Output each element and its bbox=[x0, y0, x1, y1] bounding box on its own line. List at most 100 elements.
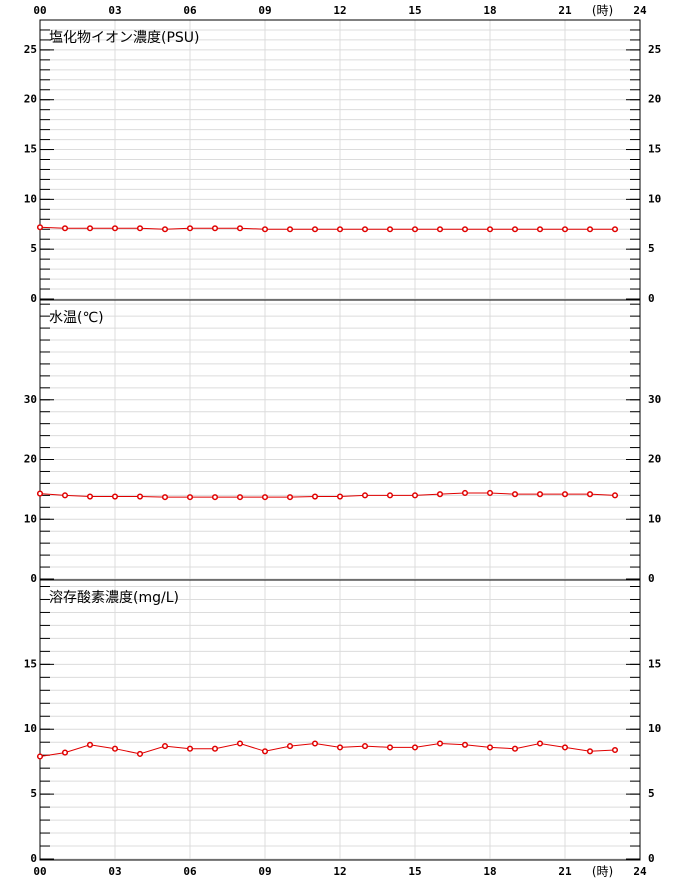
data-point bbox=[111, 745, 119, 752]
y-tick-label: 30 bbox=[648, 393, 661, 406]
data-point bbox=[611, 226, 619, 233]
data-point bbox=[411, 744, 419, 751]
data-line bbox=[39, 226, 615, 230]
data-point bbox=[436, 491, 444, 498]
data-point bbox=[461, 741, 469, 748]
y-tick-label: 20 bbox=[24, 93, 37, 106]
data-point bbox=[61, 225, 69, 232]
data-point bbox=[211, 225, 219, 232]
data-point bbox=[186, 745, 194, 752]
data-point bbox=[186, 494, 194, 501]
data-point bbox=[161, 743, 169, 750]
data-point bbox=[436, 226, 444, 233]
y-tick-label: 5 bbox=[648, 787, 655, 800]
data-point bbox=[486, 744, 494, 751]
data-point bbox=[436, 740, 444, 747]
data-point bbox=[161, 226, 169, 233]
data-point bbox=[336, 744, 344, 751]
data-point bbox=[86, 741, 94, 748]
x-tick-label: 24 bbox=[633, 865, 647, 878]
data-point bbox=[111, 493, 119, 500]
data-point bbox=[286, 226, 294, 233]
data-point bbox=[536, 226, 544, 233]
data-point bbox=[211, 745, 219, 752]
y-tick-label: 0 bbox=[648, 572, 655, 585]
data-point bbox=[211, 494, 219, 501]
y-tick-label: 20 bbox=[648, 93, 661, 106]
x-tick-label: 18 bbox=[483, 865, 496, 878]
data-point bbox=[386, 492, 394, 499]
data-point bbox=[236, 740, 244, 747]
x-tick-label: 03 bbox=[108, 865, 121, 878]
data-point bbox=[61, 749, 69, 756]
data-point bbox=[286, 743, 294, 750]
x-tick-label: 12 bbox=[333, 4, 346, 17]
data-line bbox=[39, 742, 616, 757]
data-point bbox=[361, 492, 369, 499]
y-tick-label: 10 bbox=[648, 192, 661, 205]
data-point bbox=[361, 226, 369, 233]
data-point bbox=[286, 494, 294, 501]
x-unit: (時) bbox=[592, 4, 613, 18]
data-point bbox=[86, 225, 94, 232]
data-point bbox=[561, 226, 569, 233]
data-point bbox=[511, 226, 519, 233]
x-tick-label: 21 bbox=[558, 4, 572, 17]
y-tick-label: 15 bbox=[648, 657, 661, 670]
x-tick-label: 15 bbox=[408, 865, 421, 878]
x-tick-label: 12 bbox=[333, 865, 346, 878]
data-point bbox=[536, 491, 544, 498]
x-tick-label: 09 bbox=[258, 4, 271, 17]
y-tick-label: 10 bbox=[648, 512, 661, 525]
y-tick-label: 0 bbox=[30, 292, 37, 305]
data-point bbox=[36, 490, 44, 497]
data-point bbox=[236, 494, 244, 501]
data-point bbox=[61, 492, 69, 499]
y-tick-label: 10 bbox=[24, 512, 37, 525]
data-point bbox=[611, 746, 619, 754]
data-point bbox=[561, 491, 569, 498]
y-tick-label: 25 bbox=[648, 43, 661, 56]
data-point bbox=[486, 226, 494, 233]
y-tick-label: 10 bbox=[24, 722, 37, 735]
x-tick-label: 15 bbox=[408, 4, 421, 17]
y-tick-label: 10 bbox=[24, 192, 37, 205]
y-tick-label: 25 bbox=[24, 43, 37, 56]
data-point bbox=[586, 748, 594, 755]
y-tick-label: 5 bbox=[30, 242, 37, 255]
y-tick-label: 10 bbox=[648, 722, 661, 735]
data-point bbox=[161, 494, 169, 501]
data-point bbox=[511, 491, 519, 498]
y-tick-label: 20 bbox=[648, 453, 661, 466]
x-tick-label: 21 bbox=[558, 865, 572, 878]
data-point bbox=[336, 226, 344, 233]
data-point bbox=[86, 493, 94, 500]
data-point bbox=[311, 226, 319, 233]
data-point bbox=[386, 226, 394, 233]
panel-title: 水温(℃) bbox=[49, 310, 104, 326]
y-tick-label: 15 bbox=[24, 657, 37, 670]
data-point bbox=[386, 744, 394, 751]
y-tick-label: 15 bbox=[24, 143, 37, 156]
data-point bbox=[361, 743, 369, 750]
y-tick-label: 5 bbox=[30, 787, 37, 800]
data-point bbox=[236, 225, 244, 232]
data-point bbox=[261, 226, 269, 233]
data-point bbox=[536, 740, 544, 747]
y-tick-label: 20 bbox=[24, 453, 37, 466]
data-point bbox=[136, 493, 144, 500]
panel-title: 溶存酸素濃度(mg/L) bbox=[49, 590, 179, 606]
data-point bbox=[586, 226, 594, 233]
data-point bbox=[36, 753, 44, 760]
x-tick-label: 18 bbox=[483, 4, 496, 17]
plot-frame bbox=[39, 579, 641, 861]
data-point bbox=[486, 489, 494, 497]
data-point bbox=[261, 748, 269, 755]
x-tick-label: 00 bbox=[33, 4, 46, 17]
data-point bbox=[311, 493, 319, 500]
data-point bbox=[186, 225, 194, 232]
data-point bbox=[136, 750, 144, 757]
data-point bbox=[336, 493, 344, 500]
x-tick-label: 09 bbox=[258, 865, 271, 878]
